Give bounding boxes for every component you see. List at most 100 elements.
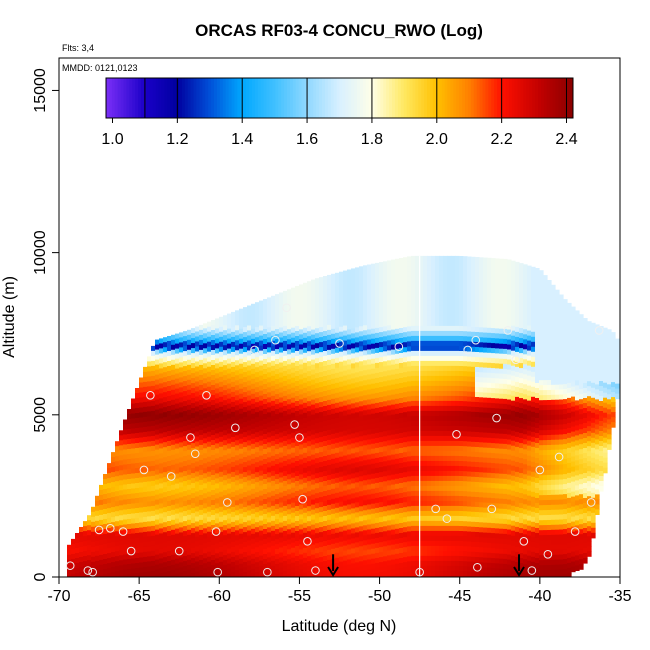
heatmap-cell (279, 502, 284, 509)
heatmap-cell (391, 289, 396, 296)
heatmap-cell (343, 495, 348, 502)
heatmap-cell (379, 302, 384, 308)
heatmap-cell (343, 430, 348, 437)
heatmap-cell (247, 395, 252, 402)
heatmap-cell (439, 260, 444, 267)
heatmap-cell (203, 433, 208, 439)
heatmap-cell (343, 325, 348, 332)
heatmap-cell (127, 419, 132, 425)
heatmap-cell (127, 514, 132, 520)
heatmap-cell (423, 340, 428, 347)
heatmap-cell (379, 437, 384, 443)
heatmap-cell (419, 435, 424, 442)
heatmap-cell (327, 409, 332, 416)
heatmap-cell (375, 542, 380, 549)
heatmap-cell (439, 560, 444, 567)
heatmap-cell (371, 268, 376, 275)
heatmap-cell (311, 394, 316, 401)
heatmap-cell (279, 437, 284, 444)
heatmap-cell (303, 527, 308, 534)
heatmap-cell (115, 466, 120, 472)
heatmap-cell (107, 523, 112, 529)
heatmap-cell (227, 408, 232, 415)
heatmap-cell (167, 521, 172, 527)
heatmap-cell (423, 515, 428, 522)
heatmap-cell (203, 523, 208, 529)
heatmap-cell (191, 423, 196, 429)
heatmap-cell (151, 525, 156, 532)
heatmap-cell (387, 530, 392, 536)
heatmap-cell (387, 545, 392, 551)
heatmap-cell (283, 290, 288, 297)
heatmap-cell (307, 306, 312, 312)
heatmap-cell (267, 317, 272, 323)
heatmap-cell (395, 268, 400, 275)
heatmap-cell (411, 460, 416, 467)
heatmap-cell (335, 342, 340, 349)
heatmap-cell (187, 549, 192, 556)
heatmap-cell (231, 541, 236, 548)
heatmap-cell (367, 384, 372, 391)
heatmap-cell (215, 433, 220, 439)
heatmap-cell (383, 466, 388, 472)
heatmap-cell (155, 499, 160, 506)
heatmap-cell (227, 488, 232, 495)
heatmap-cell (267, 502, 272, 508)
heatmap-cell (375, 367, 380, 374)
heatmap-cell (327, 519, 332, 526)
heatmap-cell (327, 394, 332, 401)
heatmap-cell (323, 276, 328, 282)
heatmap-cell (443, 505, 448, 512)
heatmap-cell (455, 500, 460, 507)
heatmap-cell (275, 514, 280, 520)
heatmap-cell (303, 562, 308, 569)
heatmap-cell (443, 535, 448, 542)
heatmap-cell (159, 368, 164, 374)
heatmap-cell (227, 313, 232, 320)
heatmap-cell (291, 532, 296, 539)
heatmap-cell (315, 443, 320, 449)
heatmap-cell (451, 530, 456, 537)
heatmap-cell (135, 428, 140, 434)
heatmap-cell (323, 321, 328, 327)
heatmap-cell (311, 364, 316, 371)
heatmap-cell (363, 425, 368, 431)
heatmap-cell (351, 518, 356, 524)
heatmap-cell (403, 487, 408, 493)
heatmap-cell (435, 390, 440, 397)
heatmap-cell (107, 563, 112, 569)
heatmap-cell (319, 517, 324, 523)
heatmap-cell (215, 483, 220, 489)
heatmap-cell (247, 425, 252, 432)
heatmap-cell (111, 462, 116, 468)
heatmap-cell (291, 462, 296, 469)
heatmap-cell (411, 525, 416, 532)
heatmap-cell (295, 411, 300, 417)
heatmap-cell (283, 510, 288, 517)
heatmap-cell (359, 351, 364, 357)
heatmap-cell (443, 460, 448, 467)
heatmap-cell (239, 353, 244, 360)
heatmap-cell (127, 414, 132, 420)
heatmap-cell (431, 325, 436, 332)
heatmap-cell (195, 516, 200, 523)
heatmap-cell (451, 485, 456, 492)
heatmap-cell (287, 429, 292, 435)
heatmap-cell (455, 460, 460, 467)
heatmap-cell (367, 459, 372, 466)
heatmap-cell (299, 524, 304, 530)
heatmap-cell (399, 288, 404, 294)
heatmap-cell (399, 293, 404, 299)
heatmap-cell (427, 280, 432, 287)
heatmap-cell (455, 365, 460, 372)
heatmap-cell (423, 475, 428, 482)
heatmap-cell (303, 497, 308, 504)
heatmap-cell (315, 318, 320, 324)
heatmap-cell (123, 444, 128, 451)
heatmap-cell (319, 472, 324, 478)
heatmap-cell (399, 418, 404, 424)
heatmap-cell (435, 265, 440, 272)
heatmap-cell (407, 511, 412, 517)
heatmap-cell (203, 338, 208, 344)
heatmap-cell (255, 327, 260, 333)
